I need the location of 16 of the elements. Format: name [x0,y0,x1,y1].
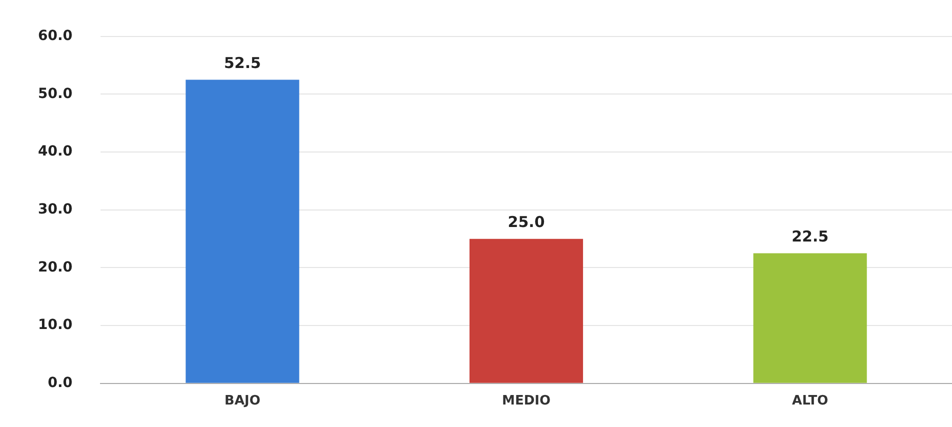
bar [470,238,584,383]
bar [753,253,867,383]
y-tick-label: 10.0 [38,317,73,334]
y-tick-label: 60.0 [38,28,73,44]
data-label: 52.5 [224,54,261,72]
x-tick-label: MEDIO [502,394,551,409]
data-label: 22.5 [792,228,829,246]
x-tick-label: BAJO [224,394,260,409]
data-label: 25.0 [508,213,545,232]
y-tick-label: 0.0 [48,375,73,392]
y-tick-label: 40.0 [38,144,73,160]
y-tick-label: 30.0 [38,202,73,218]
x-tick-label: ALTO [792,394,828,409]
y-tick-label: 20.0 [38,259,73,276]
y-tick-label: 50.0 [38,86,73,102]
bar [186,80,300,383]
